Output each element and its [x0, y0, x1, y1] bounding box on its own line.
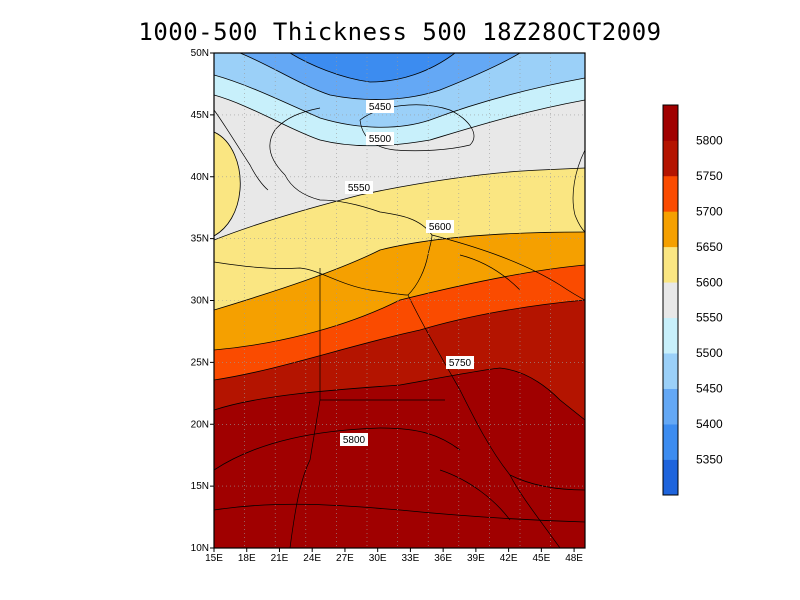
y-tick-label: 10N: [191, 543, 209, 554]
colorbar-label: 5550: [696, 311, 723, 325]
y-axis: 10N 15N 20N 25N 30N 35N 40N 45N 50N: [191, 48, 214, 554]
contour-label-5750: 5750: [446, 356, 474, 369]
svg-text:5450: 5450: [369, 102, 392, 113]
contour-label-5600: 5600: [426, 220, 454, 233]
colorbar-label: 5700: [696, 204, 723, 218]
y-tick-label: 30N: [191, 296, 209, 307]
x-tick-label: 18E: [238, 553, 256, 564]
coast-north-africa: [214, 261, 409, 296]
coast-gulf-aden: [509, 474, 585, 491]
x-tick-label: 30E: [369, 553, 387, 564]
coast-levant: [407, 234, 433, 296]
coast-turkey: [284, 174, 433, 236]
colorbar-swatch: [663, 105, 678, 141]
x-tick-label: 27E: [336, 553, 354, 564]
colorbar-label: 5450: [696, 382, 723, 396]
coast-horn: [509, 474, 561, 548]
colorbar-label: 5600: [696, 275, 723, 289]
svg-text:5750: 5750: [449, 358, 472, 369]
svg-text:5800: 5800: [343, 435, 366, 446]
x-tick-label: 45E: [532, 553, 550, 564]
colorbar-swatch: [663, 282, 678, 319]
coast-italy: [214, 109, 269, 191]
colorbar-swatch: [663, 317, 678, 354]
colorbar-frame: [662, 104, 679, 496]
coast-red-sea: [407, 294, 511, 476]
x-tick-label: 24E: [303, 553, 321, 564]
y-tick-label: 50N: [191, 48, 209, 59]
y-tick-label: 45N: [191, 110, 209, 121]
contour-label-5800: 5800: [340, 433, 368, 446]
grid-lines: [214, 53, 585, 548]
border-caspian: [572, 149, 585, 233]
colorbar-label: 5350: [696, 453, 723, 467]
coastlines: [214, 104, 585, 548]
coast-black-sea: [359, 104, 475, 152]
x-axis: 15E 18E 21E 24E 27E 30E 33E 36E 39E 42E 45E 48E: [205, 548, 583, 564]
colorbar-swatch: [663, 246, 678, 283]
border-ethiopia: [439, 469, 511, 521]
colorbar-label: 5400: [696, 417, 723, 431]
x-tick-label: 36E: [434, 553, 452, 564]
band-west-warm: [214, 132, 241, 236]
colorbar-swatch: [663, 211, 678, 248]
y-tick-label: 40N: [191, 172, 209, 183]
contour-label-5450: 5450: [366, 100, 394, 113]
x-tick-label: 48E: [565, 553, 583, 564]
x-tick-label: 15E: [205, 553, 223, 564]
border-sudan-chad: [289, 399, 321, 548]
y-tick-label: 25N: [191, 357, 209, 368]
contour-label-5550: 5550: [345, 181, 373, 194]
x-tick-label: 39E: [467, 553, 485, 564]
svg-text:5500: 5500: [369, 134, 392, 145]
colorbar-label: 5800: [696, 133, 723, 147]
x-tick-label: 33E: [402, 553, 420, 564]
border-iraq-syria: [459, 254, 521, 291]
colorbar-swatch: [663, 175, 678, 212]
svg-text:5600: 5600: [429, 222, 452, 233]
contour-lines: [214, 53, 585, 523]
svg-text:5550: 5550: [348, 183, 371, 194]
colorbar-swatch: [663, 353, 678, 389]
colorbar-swatch: [663, 388, 678, 425]
colorbar-swatch: [663, 140, 678, 177]
y-tick-label: 20N: [191, 419, 209, 430]
coast-arabia: [431, 234, 585, 301]
map-title: 1000-500 Thickness 500 18Z28OCT2009: [138, 18, 662, 46]
colorbar-swatch: [663, 424, 678, 460]
x-tick-label: 21E: [271, 553, 289, 564]
colorbar-label: 5650: [696, 240, 723, 254]
y-tick-label: 35N: [191, 234, 209, 245]
y-tick-label: 15N: [191, 481, 209, 492]
colorbar: 5350 5400 5450 5500 5550 5600 5650 5700 5750 5800: [662, 104, 723, 496]
contour-labels: 5450 5500 5550 5600 5750 5800: [340, 100, 474, 446]
colorbar-label: 5750: [696, 169, 723, 183]
x-tick-label: 42E: [500, 553, 518, 564]
contour-label-5500: 5500: [366, 132, 394, 145]
colorbar-swatch: [663, 459, 678, 496]
colorbar-label: 5500: [696, 346, 723, 360]
